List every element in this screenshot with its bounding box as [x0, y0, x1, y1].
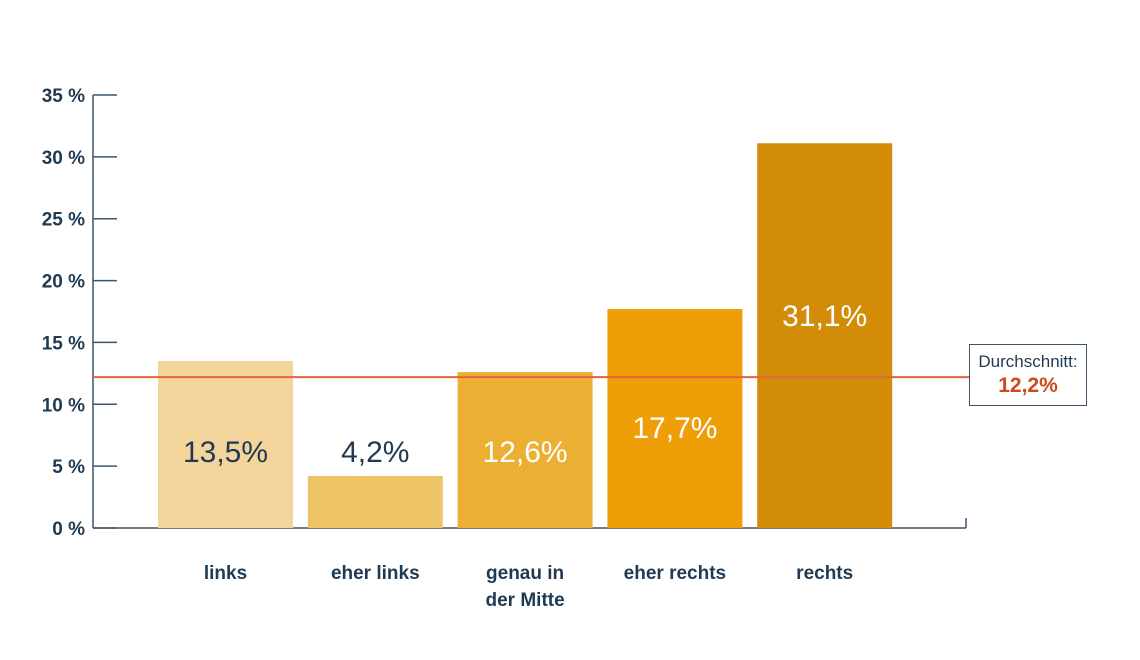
- x-category-label-line: genau in: [486, 563, 564, 584]
- x-category-label-line: rechts: [796, 563, 853, 584]
- bar: [307, 476, 443, 528]
- bar: [457, 372, 593, 528]
- y-tick-label: 25 %: [42, 210, 85, 231]
- data-label: 12,6%: [483, 436, 568, 469]
- data-label: 17,7%: [632, 412, 717, 445]
- x-category-label-line: links: [204, 563, 247, 584]
- x-category-label: rechts: [796, 563, 853, 584]
- y-tick-label: 20 %: [42, 272, 85, 293]
- average-label: Durchschnitt:: [978, 352, 1078, 371]
- y-tick-label: 10 %: [42, 395, 85, 416]
- x-category-label-line: der Mitte: [486, 590, 565, 611]
- x-category-label-line: eher rechts: [624, 563, 726, 584]
- average-callout: Durchschnitt: 12,2%: [969, 344, 1087, 406]
- y-tick-label: 5 %: [52, 457, 85, 478]
- bar: [757, 143, 893, 528]
- x-category-label: eher links: [331, 563, 420, 584]
- chart-bars: [158, 143, 893, 528]
- x-category-label: genau in der Mitte: [486, 563, 565, 611]
- y-tick-label: 30 %: [42, 148, 85, 169]
- average-value: 12,2%: [998, 374, 1058, 397]
- data-label: 4,2%: [341, 436, 409, 469]
- y-tick-label: 0 %: [52, 519, 85, 540]
- data-label: 13,5%: [183, 436, 268, 469]
- y-tick-label: 15 %: [42, 333, 85, 354]
- bar: [158, 360, 293, 528]
- x-category-label-line: eher links: [331, 563, 420, 584]
- chart-labels: 13,5% links 4,2% eher links 12,6% genau in der…: [183, 300, 867, 611]
- bar: [607, 309, 743, 528]
- x-category-label: links: [204, 563, 247, 584]
- data-label: 31,1%: [782, 300, 867, 333]
- x-category-label: eher rechts: [624, 563, 726, 584]
- y-tick-label: 35 %: [42, 86, 85, 107]
